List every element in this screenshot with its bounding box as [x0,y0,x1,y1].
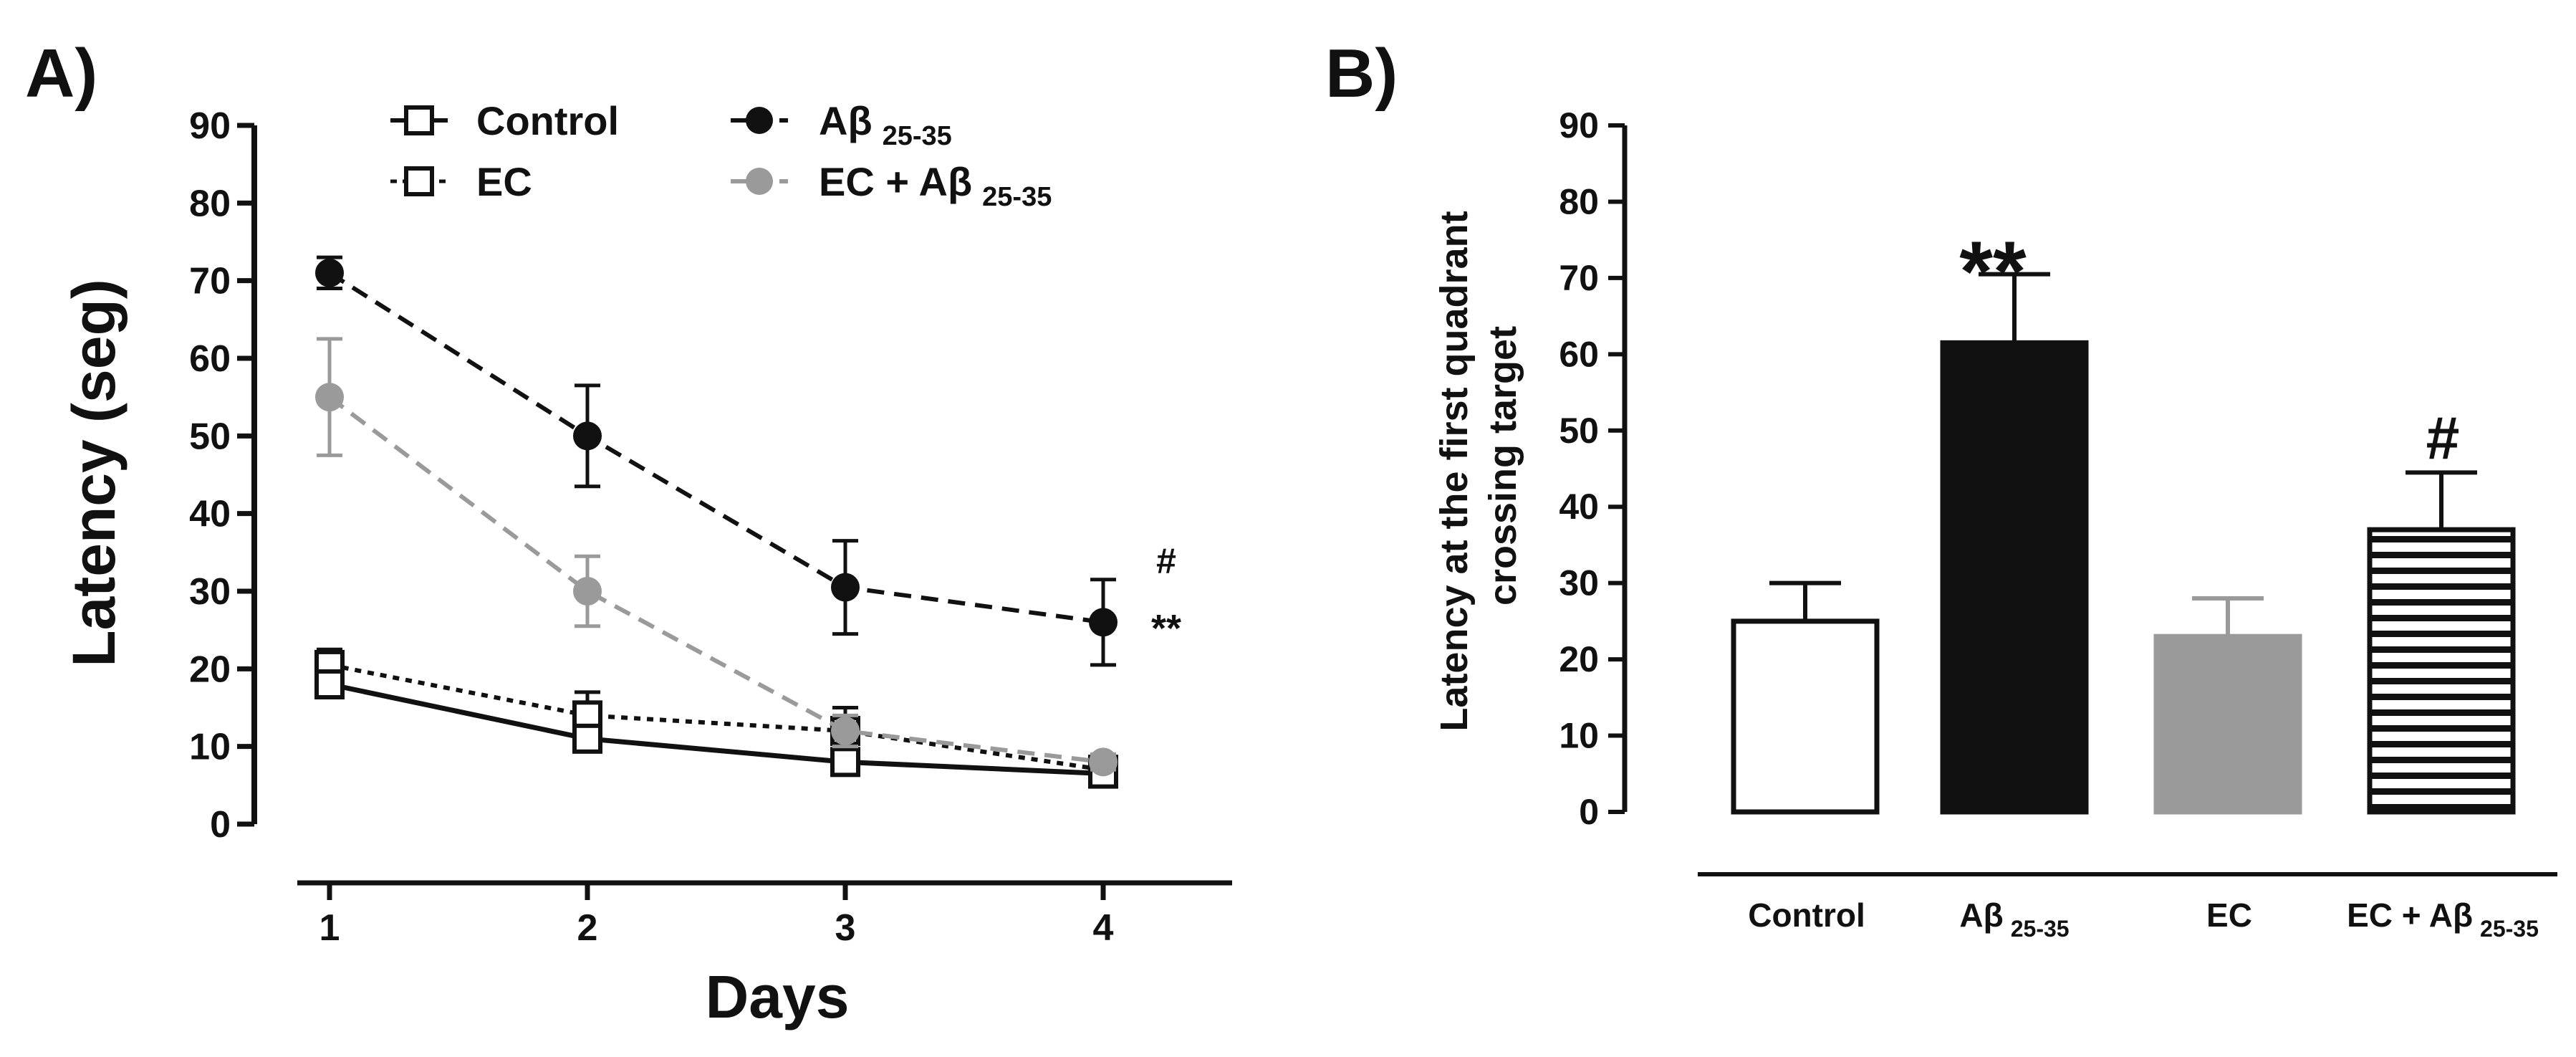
legend-abeta-main: Aβ [819,98,873,143]
a-point [573,577,602,606]
b-y-tick-label: 60 [1559,334,1599,374]
legend-abeta-marker [746,107,773,134]
a-y-tick-label: 40 [189,494,231,535]
a-x-tick-label: 3 [835,907,856,949]
legend-ec-label: EC [476,159,532,204]
a-y-tick-label: 70 [189,261,231,302]
b-y-tick-label: 30 [1559,563,1599,603]
a-x-tick-label: 2 [577,907,598,949]
a-series-line [328,271,1104,625]
panel-b-cat-ecab-main: EC + Aβ [2347,896,2473,934]
legend-ecab-label: EC + Aβ 25-35 [819,159,1052,212]
panel-a-x-label: Days [706,963,850,1030]
a-y-tick-label: 0 [210,804,231,846]
a-point [572,723,602,754]
a-point [1089,747,1118,777]
panel-b-cat-abeta-sub: 25-35 [2011,916,2070,942]
legend-control: Control [390,98,619,143]
b-y-tick-label: 50 [1559,411,1599,451]
a-y-tick-label: 50 [189,416,231,457]
a-series-0 [314,669,1118,789]
panel-a-hash: # [1156,541,1176,581]
panel-b-bars [1731,272,2516,815]
panel-b-cat-abeta: Aβ 25-35 [1959,896,2069,942]
b-bar [1940,340,2089,815]
panel-b: B) 0 10 20 30 40 50 60 70 80 90 Latency at the fi… [1325,35,2557,942]
a-point [831,573,860,602]
panel-a-y-label: Latency (seg) [60,279,128,667]
panel-b-cat-ecab-sub: 25-35 [2480,916,2539,942]
a-y-tick-label: 30 [189,571,231,613]
panel-a-series [314,255,1118,789]
a-y-tick-label: 80 [189,183,231,224]
legend-ecab-sub: 25-35 [982,182,1052,212]
panel-a-x-ticks: 1 2 3 4 [319,883,1114,949]
panel-a-stars: ** [1151,607,1181,650]
b-y-tick-label: 70 [1559,258,1599,298]
legend-ecab: EC + Aβ 25-35 [731,159,1052,212]
a-series-1 [314,647,1118,785]
a-y-tick-label: 60 [189,338,231,380]
a-series-line [329,662,1104,773]
panel-a-y-ticks: 0 10 20 30 40 50 60 70 80 90 [189,105,254,846]
a-series-line [328,395,1104,765]
panel-a-label: A) [25,35,97,112]
a-x-tick-label: 4 [1093,907,1114,949]
b-y-tick-label: 10 [1559,716,1599,756]
panel-a-legend: Control EC Aβ 25-35 EC + Aβ 25-35 [390,98,1052,212]
a-y-tick-label: 20 [189,649,231,690]
a-series-3 [315,337,1118,777]
a-x-tick-label: 1 [319,907,340,949]
legend-abeta-sub: 25-35 [883,121,952,151]
b-y-tick-label: 20 [1559,639,1599,679]
b-y-tick-label: 0 [1579,792,1599,832]
a-series-line [329,681,1104,777]
panel-b-label: B) [1325,35,1398,112]
legend-ec-marker [404,166,434,196]
b-bar [2367,527,2516,815]
panel-b-cat-ec: EC [2206,896,2252,934]
panel-b-hash: # [2426,404,2460,472]
a-point [315,383,344,412]
panel-b-cat-ecab: EC + Aβ 25-35 [2347,896,2539,942]
panel-a: A) 0 10 20 30 40 50 60 70 80 90 1 2 3 4 Latency (seg… [25,35,1232,1030]
legend-ec: EC [390,159,532,204]
legend-control-label: Control [476,98,619,143]
a-point [1089,608,1118,637]
a-point [573,421,602,451]
panel-b-y-label-line2: crossing target [1481,326,1524,606]
a-point [831,717,860,745]
b-y-tick-label: 90 [1559,105,1599,145]
legend-control-marker [404,105,434,135]
panel-b-y-ticks: 0 10 20 30 40 50 60 70 80 90 [1559,105,1625,832]
panel-b-cat-control: Control [1748,896,1865,934]
b-bar [1731,618,1880,815]
a-point [315,258,344,287]
panel-b-cat-abeta-main: Aβ [1959,896,2003,934]
legend-ecab-marker [746,168,773,195]
b-y-tick-label: 40 [1559,487,1599,527]
legend-abeta-label: Aβ 25-35 [819,98,952,151]
b-y-tick-label: 80 [1559,181,1599,221]
legend-ecab-main: EC + Aβ [819,159,972,204]
b-bar [2153,633,2302,815]
panel-b-y-label-line1: Latency at the first quadrant [1433,211,1476,731]
a-y-tick-label: 90 [189,105,231,147]
legend-abeta: Aβ 25-35 [731,98,952,151]
a-y-tick-label: 10 [189,727,231,768]
a-point [830,747,860,778]
panel-b-stars: ** [1959,224,2027,320]
panel-b-y-label: Latency at the first quadrant crossing t… [1433,200,1524,731]
a-point [314,669,345,699]
a-series-2 [315,255,1118,667]
